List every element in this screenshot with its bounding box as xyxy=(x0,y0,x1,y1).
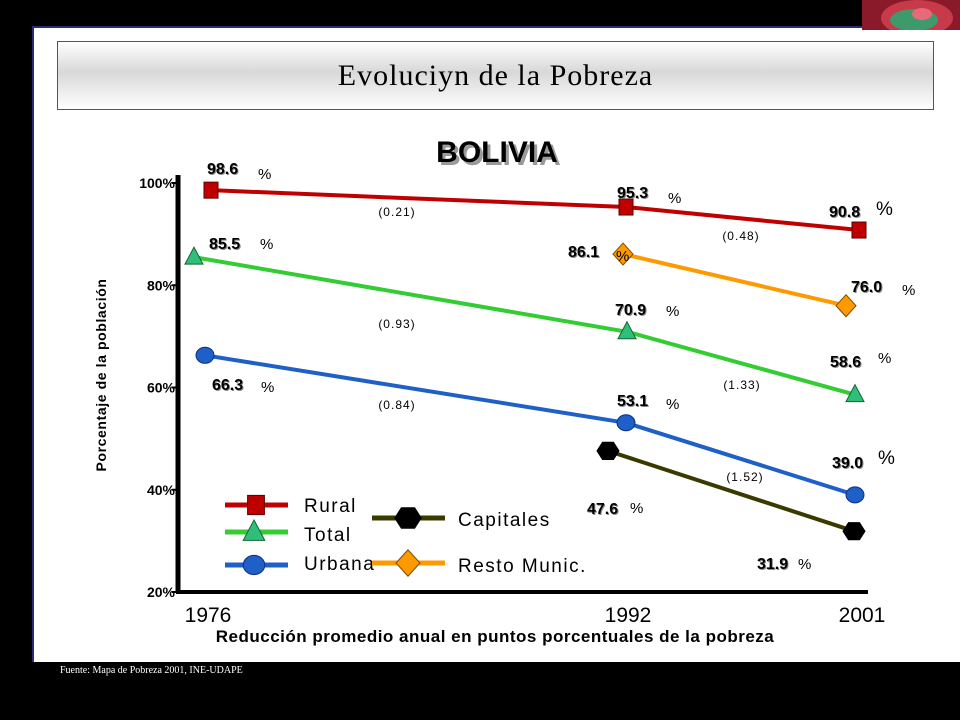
legend-label-capitales: Capitales xyxy=(458,510,551,531)
y-tick-label: 100% xyxy=(139,175,175,191)
legend-marker-resto-munic- xyxy=(395,549,421,577)
rate-label: (0.84) xyxy=(378,398,415,412)
y-tick-label: 40% xyxy=(147,482,176,498)
percent-sign: % xyxy=(876,199,893,220)
data-label: 98.6 xyxy=(207,161,238,178)
data-point-total xyxy=(184,246,204,265)
data-label: 58.6 xyxy=(830,354,861,371)
data-label-shadow: 31.9 xyxy=(758,557,789,574)
percent-sign: % xyxy=(798,556,811,573)
data-point-total xyxy=(617,320,637,340)
chart-title-shadow: BOLIVIA xyxy=(439,139,561,172)
rate-label: (0.21) xyxy=(378,205,415,219)
data-label: 47.6 xyxy=(587,501,618,518)
y-tick-label: 20% xyxy=(147,584,176,600)
data-label: 31.9 xyxy=(757,556,788,573)
percent-sign: % xyxy=(668,190,681,207)
data-point-urbana xyxy=(845,486,865,504)
data-label: 76.0 xyxy=(851,279,882,296)
y-axis-label: Porcentaje de la población xyxy=(93,279,109,472)
y-tick-label: 60% xyxy=(147,380,176,396)
data-label-shadow: 66.3 xyxy=(213,378,244,395)
data-label-shadow: 39.0 xyxy=(833,456,864,473)
data-point-resto-munic- xyxy=(612,242,634,266)
percent-sign: % xyxy=(902,282,915,299)
slide-title: Evoluciyn de la Pobreza xyxy=(337,58,654,92)
rate-label: (1.33) xyxy=(723,378,760,392)
x-tick-label: 1992 xyxy=(605,604,652,627)
x-axis-label: Reducción promedio anual en puntos porce… xyxy=(216,627,775,646)
percent-sign: % xyxy=(878,448,895,469)
percent-sign: % xyxy=(261,379,274,396)
rate-label: (0.48) xyxy=(722,229,759,243)
percent-sign: % xyxy=(630,500,643,517)
percent-sign: % xyxy=(666,396,679,413)
data-label: 39.0 xyxy=(832,455,863,472)
data-point-rural xyxy=(203,181,219,199)
slide-title-box: Evoluciyn de la Pobreza xyxy=(57,41,934,110)
data-label: 86.1 xyxy=(568,244,599,261)
data-point-rural xyxy=(851,221,867,239)
legend-marker-total xyxy=(242,518,266,541)
data-label: 53.1 xyxy=(617,393,648,410)
series-line-total xyxy=(193,255,856,397)
series-line-resto-munic- xyxy=(622,252,847,308)
legend-marker-capitales xyxy=(394,507,422,529)
data-point-rural xyxy=(618,198,634,216)
legend-label-urbana: Urbana xyxy=(304,554,375,575)
percent-sign: % xyxy=(878,350,891,367)
x-tick-label: 2001 xyxy=(839,604,886,627)
data-label: 70.9 xyxy=(615,302,646,319)
data-label: 90.8 xyxy=(829,204,860,221)
legend-label-rural: Rural xyxy=(304,496,357,517)
percent-sign: % xyxy=(666,303,679,320)
legend-marker-rural xyxy=(247,494,265,516)
y-tick-label: 80% xyxy=(147,277,176,293)
data-label-shadow: 53.1 xyxy=(618,394,649,411)
source-note: Fuente: Mapa de Pobreza 2001, INE-UDAPE xyxy=(60,665,243,676)
data-point-total xyxy=(845,383,865,403)
rate-label: (0.93) xyxy=(378,317,415,331)
logo-emblem xyxy=(862,0,960,30)
data-label-shadow: 90.8 xyxy=(830,205,861,222)
series-line-capitales xyxy=(607,448,855,534)
series-line-rural xyxy=(210,188,860,233)
data-point-urbana xyxy=(616,414,636,432)
percent-sign: % xyxy=(616,248,629,265)
data-label-shadow: 76.0 xyxy=(852,280,883,297)
data-label-shadow: 47.6 xyxy=(588,502,619,519)
data-label-shadow: 86.1 xyxy=(569,245,600,262)
legend-label-total: Total xyxy=(304,525,352,546)
data-point-resto-munic- xyxy=(835,293,857,318)
data-point-capitales xyxy=(596,441,620,460)
data-label: 95.3 xyxy=(617,185,648,202)
data-label: 85.5 xyxy=(209,236,240,253)
data-label-shadow: 58.6 xyxy=(831,355,862,372)
chart-title: BOLIVIA xyxy=(436,136,558,169)
legend-marker-urbana xyxy=(242,554,266,576)
data-label-shadow: 85.5 xyxy=(210,237,241,254)
data-point-capitales xyxy=(842,522,866,541)
legend-label-resto-munic-: Resto Munic. xyxy=(458,556,587,577)
rate-label: (1.52) xyxy=(726,470,763,484)
data-label-shadow: 98.6 xyxy=(208,162,239,179)
data-label-shadow: 70.9 xyxy=(616,303,647,320)
percent-sign: % xyxy=(260,236,273,253)
slide-background xyxy=(32,26,960,662)
data-point-urbana xyxy=(195,346,215,364)
percent-sign: % xyxy=(258,166,271,183)
data-label-shadow: 95.3 xyxy=(618,186,649,203)
data-label: 66.3 xyxy=(212,377,243,394)
x-tick-label: 1976 xyxy=(185,604,232,627)
